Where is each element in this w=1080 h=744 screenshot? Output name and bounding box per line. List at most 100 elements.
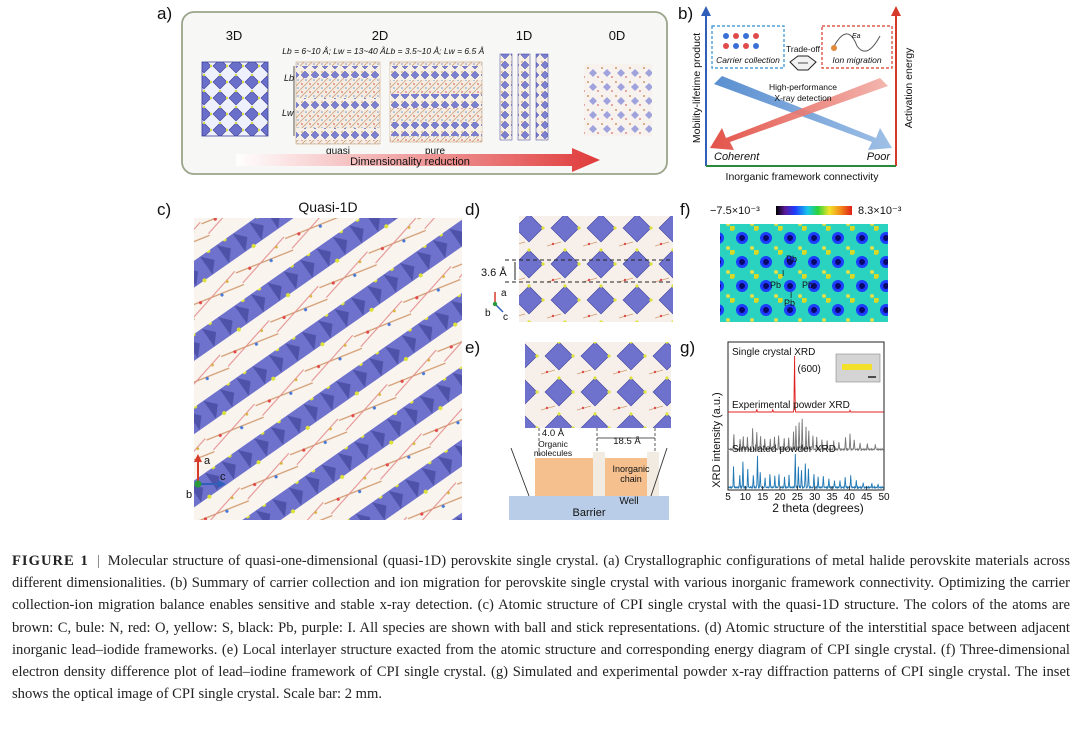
b-poor: Poor	[867, 151, 892, 163]
b-red-arrow	[710, 78, 888, 150]
panel-f-figure: −7.5×10⁻³ 8.3×10⁻³ Pb Pb Pb Pb I I	[710, 205, 902, 322]
chain-1d-3	[535, 53, 549, 141]
xrd-tick-label: 35	[826, 492, 838, 503]
xrd-tick-label: 20	[774, 492, 786, 503]
c-axes-icon	[194, 454, 226, 488]
d-axes-icon	[492, 292, 504, 313]
c-axis-a: a	[204, 455, 211, 467]
b-energy-curve	[831, 33, 881, 52]
xrd-tick-label: 40	[844, 492, 856, 503]
b-y-right-label: Activation energy	[903, 47, 915, 128]
b-carrier-text: Carrier collection	[716, 55, 780, 65]
quasi-layer-1	[296, 66, 380, 78]
xrd-tick-label: 15	[757, 492, 769, 503]
e-slope-left	[510, 447, 530, 497]
panel-b-label: b)	[678, 4, 694, 23]
e-barrier: Barrier	[572, 507, 605, 519]
d-axis-c: c	[503, 312, 508, 323]
f-pb-3: Pb	[802, 280, 813, 290]
panel-e-figure: 4.0 Å 18.5 Å Organic molecules Inorganic…	[509, 342, 671, 520]
f-scale-max: 8.3×10⁻³	[858, 205, 902, 217]
g-plot-frame	[727, 341, 885, 491]
xrd-series-label-3: Simulated powder XRD	[732, 444, 836, 455]
structure-0d	[584, 64, 652, 136]
dim-2d: 2D	[372, 28, 389, 43]
c-axis-c: c	[220, 471, 226, 483]
e-inorg-2: chain	[620, 474, 642, 484]
pure-layer-3	[390, 122, 482, 136]
b-y-left-label: Mobility-lifetime product	[692, 33, 703, 143]
panel-c-figure: Quasi-1D a b c	[186, 199, 462, 520]
chain-1d-1	[499, 53, 513, 141]
e-organic-1: Organic	[538, 439, 569, 449]
c-crystal-structure	[194, 218, 462, 520]
e-structure	[525, 342, 671, 428]
xrd-tick-group: 5 10 15 20 25 30 35 40 45 50	[725, 486, 890, 503]
eq-pure: Lb = 3.5~10 Å; Lw = 6.5 Å	[386, 46, 485, 56]
xrd-tick-label: 5	[725, 492, 731, 503]
b-center-1: High-performance	[769, 82, 837, 92]
pure-layer-2	[390, 94, 482, 108]
panel-d-figure: 3.6 Å a b c	[481, 216, 673, 323]
dimensionality-arrow	[236, 148, 600, 172]
e-chain-column-2	[647, 452, 659, 496]
structure-3d	[201, 61, 269, 137]
d-structure	[519, 216, 673, 322]
panel-e-label: e)	[465, 338, 481, 357]
g-ylabel: XRD intensity (a.u.)	[711, 392, 723, 487]
b-carrier-box	[711, 25, 785, 69]
d-distance: 3.6 Å	[481, 266, 507, 279]
f-pb-4: Pb	[784, 298, 795, 308]
c-title: Quasi-1D	[298, 199, 357, 215]
b-ion-box	[821, 25, 893, 69]
e-slope-right	[650, 447, 668, 497]
f-pb-2: Pb	[770, 280, 781, 290]
g-inset-crystal	[842, 364, 872, 370]
quasi-layer-3	[296, 128, 380, 140]
dim-3d: 3D	[226, 28, 243, 43]
e-chain-column	[593, 452, 605, 496]
f-colorbar	[776, 206, 852, 215]
e-well-left	[535, 458, 593, 496]
e-d2: 18.5 Å	[613, 436, 641, 447]
dim-1d: 1D	[516, 28, 533, 43]
panel-g-label: g)	[680, 338, 696, 357]
figure-caption: FIGURE 1 | Molecular structure of quasi-on…	[12, 550, 1070, 705]
dim-0d: 0D	[609, 28, 626, 43]
xrd-chart: XRD intensity (a.u.) 2 theta (degrees) S…	[711, 341, 890, 515]
caption-figure-number: FIGURE 1	[12, 553, 89, 569]
lb-label: Lb	[284, 73, 294, 83]
b-ion-dot	[831, 45, 837, 51]
handshake-icon	[789, 55, 817, 71]
b-left-axis-arrow	[701, 6, 711, 16]
f-i-2: I	[790, 291, 792, 300]
xrd-series-group: Single crystal XRD (600) Experimental powd…	[727, 347, 885, 490]
e-organic-2: molecules	[534, 448, 572, 458]
panel-c-label: c)	[157, 200, 172, 219]
f-density-plot	[720, 224, 888, 322]
e-well-right	[605, 458, 647, 496]
arrow-label: Dimensionality reduction	[350, 156, 470, 168]
chain-1d-2	[517, 53, 531, 141]
d-axis-b: b	[485, 308, 491, 319]
b-carrier-dots	[723, 33, 759, 49]
eq-quasi: Lb = 6~10 Å; Lw = 13~40 Å	[282, 46, 386, 56]
e-barrier-band	[509, 496, 669, 520]
b-right-axis-arrow	[891, 6, 901, 16]
caption-separator: |	[96, 553, 100, 569]
xrd-tick-label: 50	[878, 492, 890, 503]
xrd-tick-label: 45	[861, 492, 873, 503]
c-axis-b: b	[186, 489, 192, 501]
b-x-label: Inorganic framework connectivity	[726, 171, 880, 183]
b-ea: Ea	[852, 33, 861, 40]
xrd-series-label-1: Single crystal XRD	[732, 347, 815, 358]
panel-a-figure: 3D 2D 1D 0D Lb = 6~10 Å; Lw = 13~40 Å Lb…	[181, 11, 668, 175]
xrd-peak-label: (600)	[798, 364, 821, 375]
panel-f-label: f)	[680, 200, 691, 219]
f-i-1: I	[782, 269, 784, 278]
quasi-layer-2	[296, 98, 380, 110]
panel-b-figure: Mobility-lifetime product Activation ene…	[692, 6, 915, 183]
xrd-line-2	[727, 418, 885, 452]
sub-pure: pure	[425, 146, 445, 157]
b-coherent: Coherent	[714, 151, 760, 163]
